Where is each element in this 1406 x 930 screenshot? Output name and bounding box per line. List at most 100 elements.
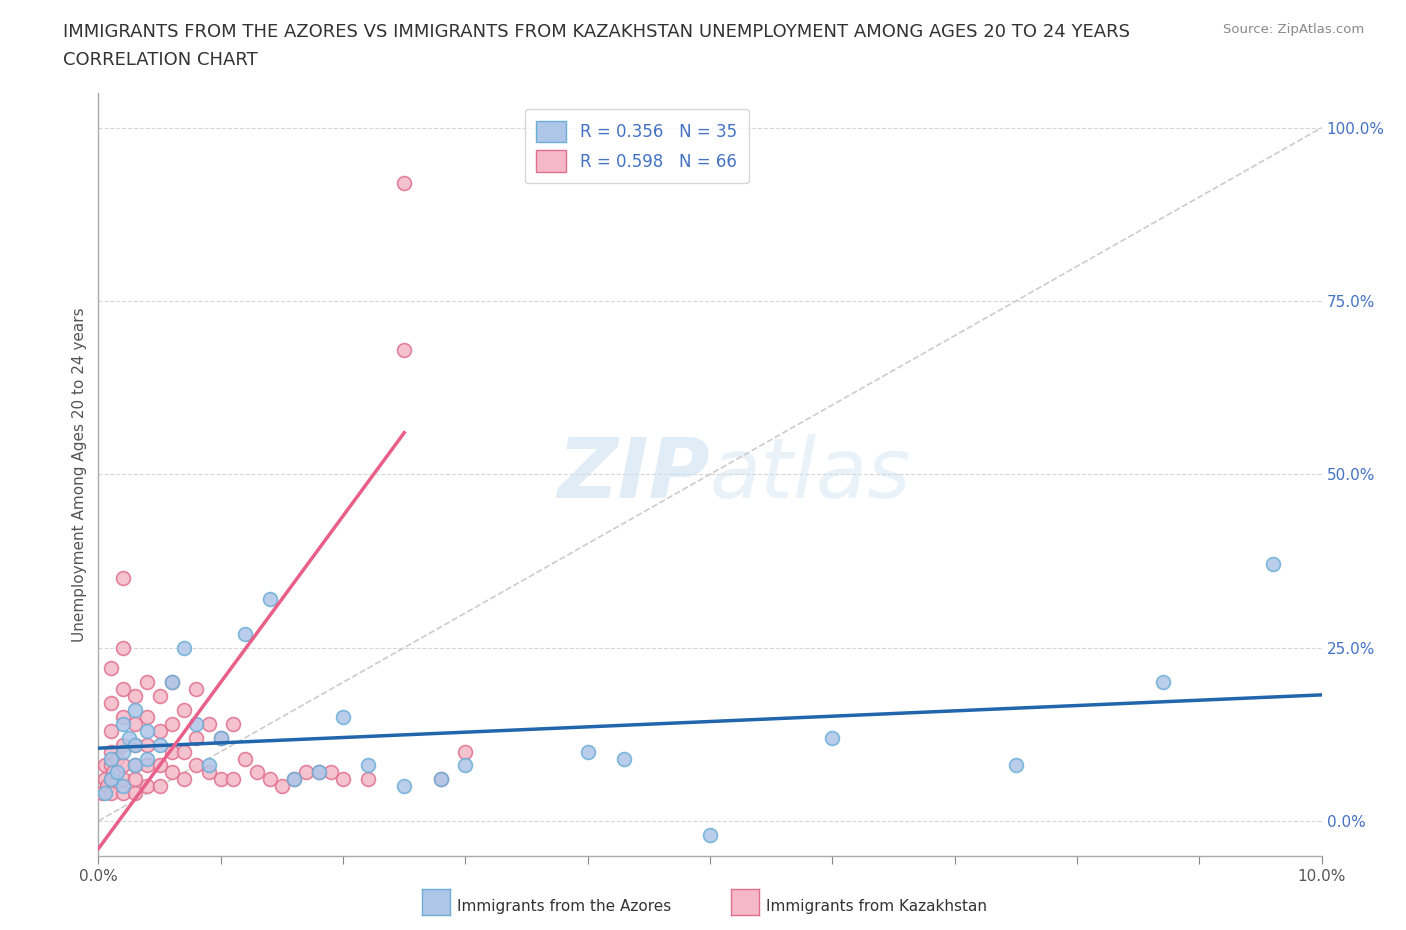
Point bbox=[124, 737, 146, 752]
Point bbox=[149, 724, 172, 738]
Point bbox=[100, 772, 122, 787]
Point bbox=[197, 758, 219, 773]
Point bbox=[111, 737, 134, 752]
Point bbox=[209, 772, 232, 787]
Point bbox=[295, 765, 318, 780]
Point bbox=[186, 730, 208, 745]
Point bbox=[186, 716, 208, 731]
Point bbox=[1152, 675, 1174, 690]
Point bbox=[111, 778, 134, 793]
Text: atlas: atlas bbox=[710, 433, 911, 515]
Point bbox=[149, 758, 172, 773]
Point bbox=[233, 626, 256, 641]
Point bbox=[160, 675, 183, 690]
Point bbox=[124, 702, 146, 717]
Point bbox=[308, 765, 330, 780]
Point bbox=[124, 737, 146, 752]
Point bbox=[100, 744, 122, 759]
Point bbox=[392, 778, 416, 793]
Point bbox=[356, 772, 378, 787]
Point bbox=[136, 778, 159, 793]
Point bbox=[1004, 758, 1026, 773]
Point bbox=[100, 772, 122, 787]
Point bbox=[93, 772, 115, 787]
Text: ZIP: ZIP bbox=[557, 433, 710, 515]
Point bbox=[173, 640, 195, 655]
Point bbox=[1261, 557, 1284, 572]
Point bbox=[100, 661, 122, 676]
Point bbox=[100, 696, 122, 711]
Point bbox=[392, 176, 416, 191]
Point bbox=[124, 786, 146, 801]
Point bbox=[101, 765, 124, 780]
Point bbox=[111, 682, 134, 697]
Text: Source: ZipAtlas.com: Source: ZipAtlas.com bbox=[1223, 23, 1364, 36]
Point bbox=[430, 772, 453, 787]
Point bbox=[283, 772, 305, 787]
Point bbox=[136, 737, 159, 752]
Point bbox=[91, 786, 114, 801]
Point bbox=[136, 724, 159, 738]
Point bbox=[332, 710, 354, 724]
Y-axis label: Unemployment Among Ages 20 to 24 years: Unemployment Among Ages 20 to 24 years bbox=[72, 307, 87, 642]
Point bbox=[173, 772, 195, 787]
Point bbox=[136, 675, 159, 690]
Point bbox=[209, 730, 232, 745]
Point bbox=[100, 751, 122, 766]
Point bbox=[319, 765, 342, 780]
Point bbox=[430, 772, 453, 787]
Point bbox=[186, 682, 208, 697]
Point bbox=[105, 751, 128, 766]
Text: CORRELATION CHART: CORRELATION CHART bbox=[63, 51, 259, 69]
Point bbox=[173, 702, 195, 717]
Point bbox=[124, 689, 146, 704]
Point bbox=[149, 689, 172, 704]
Legend: R = 0.356   N = 35, R = 0.598   N = 66: R = 0.356 N = 35, R = 0.598 N = 66 bbox=[524, 109, 748, 183]
Point bbox=[111, 710, 134, 724]
Text: Immigrants from the Azores: Immigrants from the Azores bbox=[457, 899, 671, 914]
Point bbox=[283, 772, 305, 787]
Point bbox=[186, 758, 208, 773]
Point bbox=[149, 778, 172, 793]
Point bbox=[124, 758, 146, 773]
Point bbox=[699, 828, 721, 843]
Point bbox=[93, 758, 115, 773]
Point bbox=[96, 778, 118, 793]
Point bbox=[136, 758, 159, 773]
Point bbox=[111, 758, 134, 773]
Point bbox=[160, 675, 183, 690]
Point bbox=[124, 758, 146, 773]
Point bbox=[392, 342, 416, 357]
Point bbox=[118, 730, 141, 745]
Point bbox=[160, 716, 183, 731]
Point bbox=[136, 710, 159, 724]
Point bbox=[821, 730, 844, 745]
Point bbox=[576, 744, 599, 759]
Point bbox=[160, 744, 183, 759]
Point bbox=[111, 772, 134, 787]
Text: Immigrants from Kazakhstan: Immigrants from Kazakhstan bbox=[766, 899, 987, 914]
Point bbox=[197, 716, 219, 731]
Point bbox=[111, 716, 134, 731]
Point bbox=[136, 751, 159, 766]
Point bbox=[100, 724, 122, 738]
Point bbox=[222, 716, 245, 731]
Point bbox=[111, 571, 134, 586]
Point bbox=[100, 758, 122, 773]
Point bbox=[93, 786, 115, 801]
Point bbox=[259, 772, 281, 787]
Point bbox=[454, 758, 477, 773]
Point bbox=[160, 765, 183, 780]
Point bbox=[259, 591, 281, 606]
Point bbox=[111, 640, 134, 655]
Point bbox=[124, 716, 146, 731]
Point bbox=[124, 772, 146, 787]
Text: IMMIGRANTS FROM THE AZORES VS IMMIGRANTS FROM KAZAKHSTAN UNEMPLOYMENT AMONG AGES: IMMIGRANTS FROM THE AZORES VS IMMIGRANTS… bbox=[63, 23, 1130, 41]
Point bbox=[270, 778, 292, 793]
Point bbox=[233, 751, 256, 766]
Point bbox=[197, 765, 219, 780]
Point bbox=[111, 786, 134, 801]
Point bbox=[356, 758, 378, 773]
Point bbox=[149, 737, 172, 752]
Point bbox=[454, 744, 477, 759]
